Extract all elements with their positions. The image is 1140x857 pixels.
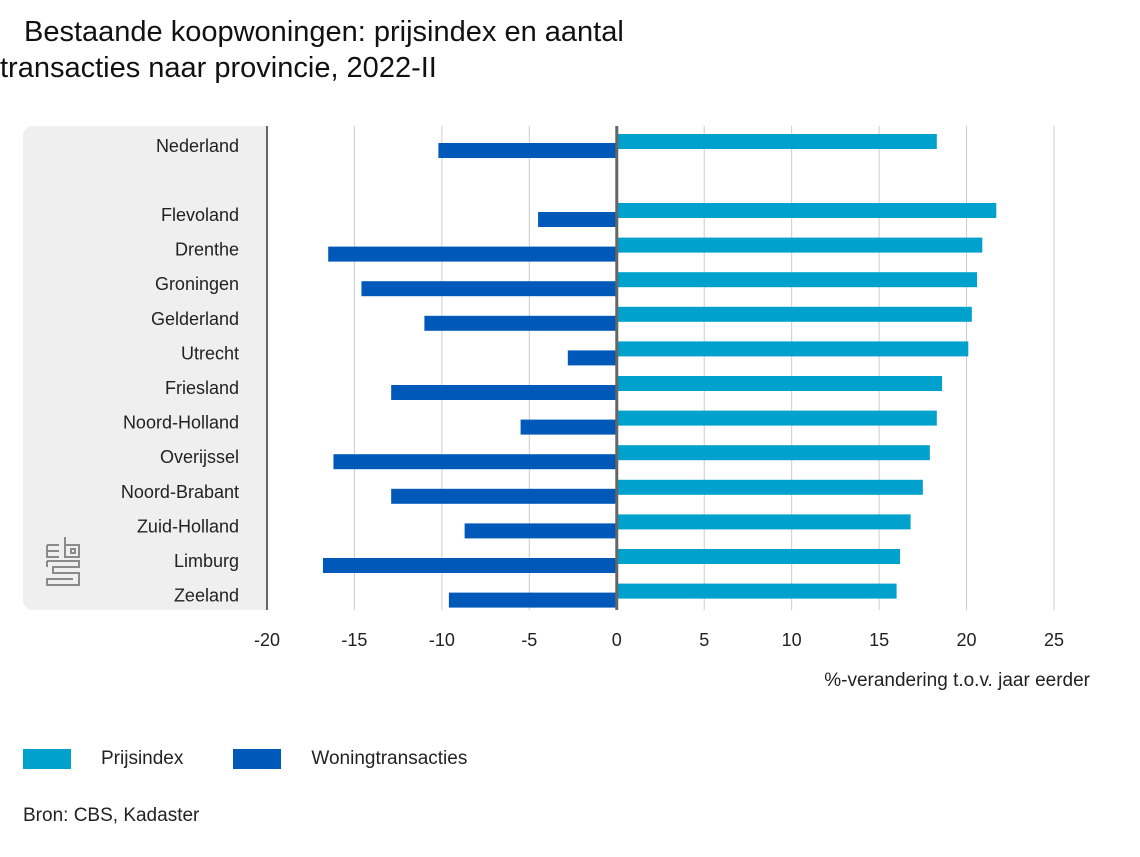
grid-lines	[353, 126, 1055, 610]
cbs-logo-icon	[46, 537, 80, 586]
category-label: Gelderland	[151, 309, 239, 329]
x-tick-label: -5	[521, 630, 537, 650]
bar-prijsindex	[616, 134, 937, 149]
category-label: Drenthe	[175, 240, 239, 260]
legend-swatch-woningtransacties	[233, 749, 282, 769]
x-tick-labels: -20 -15 -10 -5 0 5 10 15 20 25	[254, 630, 1064, 650]
category-label: Flevoland	[161, 205, 239, 225]
bar-prijsindex	[616, 410, 937, 426]
x-tick-label: 0	[612, 630, 622, 650]
bar-prijsindex	[616, 203, 997, 218]
category-label-panel	[23, 126, 268, 610]
legend-swatch-prijsindex	[23, 749, 71, 769]
bar-prijsindex	[616, 341, 969, 357]
x-tick-label: -20	[254, 630, 280, 650]
category-label: Zeeland	[174, 586, 239, 606]
category-label: Overijssel	[160, 447, 239, 467]
bars	[322, 134, 997, 608]
category-label: Zuid-Holland	[137, 516, 239, 536]
category-labels: Nederland Flevoland Drenthe Groningen Gelder…	[121, 136, 239, 606]
bar-prijsindex	[616, 445, 930, 461]
legend-item-prijsindex[interactable]: Prijsindex	[23, 748, 183, 770]
legend-label: Woningtransacties	[311, 748, 468, 769]
legend-item-woningtransacties[interactable]: Woningtransacties	[233, 748, 467, 770]
bar-prijsindex	[616, 376, 943, 391]
x-axis-label: %-verandering t.o.v. jaar eerder	[824, 670, 1090, 691]
category-label: Friesland	[165, 378, 239, 398]
x-tick-label: 25	[1044, 630, 1064, 650]
bar-prijsindex	[616, 272, 978, 288]
x-tick-label: -10	[429, 630, 455, 650]
bar-woningtransacties	[567, 350, 617, 366]
bar-prijsindex	[616, 514, 911, 530]
legend: Prijsindex Woningtransacties	[23, 748, 517, 770]
bar-woningtransacties	[328, 246, 617, 262]
category-label: Noord-Holland	[123, 413, 239, 433]
bar-woningtransacties	[424, 315, 617, 331]
bar-prijsindex	[616, 306, 972, 322]
bar-woningtransacties	[448, 592, 617, 608]
bar-woningtransacties	[333, 454, 617, 470]
chart-title: Bestaande koopwoningen: prijsindex en aa…	[0, 16, 624, 84]
x-tick-label: 15	[869, 630, 889, 650]
bar-woningtransacties	[520, 419, 617, 435]
x-tick-label: 10	[782, 630, 802, 650]
category-label: Limburg	[174, 551, 239, 571]
bar-woningtransacties	[391, 385, 617, 400]
x-tick-label: 5	[699, 630, 709, 650]
category-label: Utrecht	[181, 343, 239, 363]
bar-chart: Nederland Flevoland Drenthe Groningen Gelder…	[121, 126, 1091, 691]
bar-prijsindex	[616, 237, 983, 253]
bar-woningtransacties	[391, 488, 617, 504]
bar-woningtransacties	[322, 558, 617, 573]
category-label: Noord-Brabant	[121, 482, 239, 502]
bar-prijsindex	[616, 479, 923, 495]
legend-label: Prijsindex	[101, 748, 184, 769]
category-label: Groningen	[155, 274, 239, 294]
bar-woningtransacties	[464, 523, 617, 539]
x-tick-label: 20	[957, 630, 977, 650]
bar-woningtransacties	[538, 212, 617, 227]
bar-woningtransacties	[361, 281, 617, 297]
source-note: Bron: CBS, Kadaster	[23, 805, 200, 826]
bar-woningtransacties	[438, 143, 617, 158]
category-label: Nederland	[156, 136, 239, 156]
x-tick-label: -15	[341, 630, 367, 650]
bar-prijsindex	[616, 583, 897, 599]
bar-prijsindex	[616, 549, 901, 564]
